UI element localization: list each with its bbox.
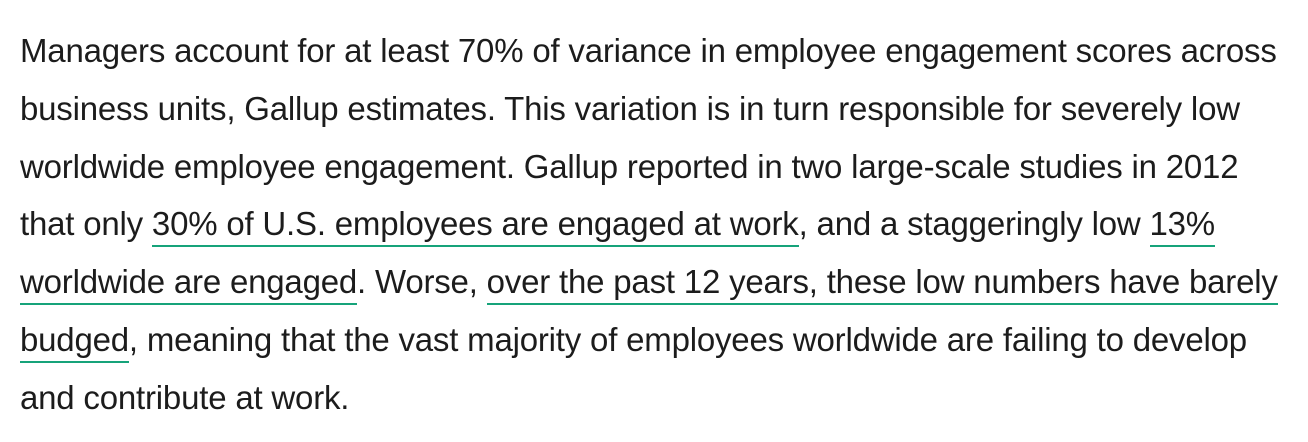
text-conclusion: , meaning that the vast majority of empl… <box>20 320 1247 416</box>
article-body: Managers account for at least 70% of var… <box>20 22 1288 427</box>
text-staggeringly-low: , and a staggeringly low <box>798 205 1150 243</box>
link-us-employees-engaged[interactable]: 30% of U.S. employees are engaged at wor… <box>151 205 799 248</box>
link-barely-budged[interactable]: over the past 12 years, these low number… <box>20 263 1278 363</box>
text-worse: . Worse, <box>357 263 487 301</box>
link-worldwide-engaged[interactable]: 13% worldwide are engaged <box>20 205 1215 306</box>
text-intro: Managers account for at least 70% of var… <box>20 32 1277 243</box>
body-paragraph: Managers account for at least 70% of var… <box>20 22 1288 427</box>
